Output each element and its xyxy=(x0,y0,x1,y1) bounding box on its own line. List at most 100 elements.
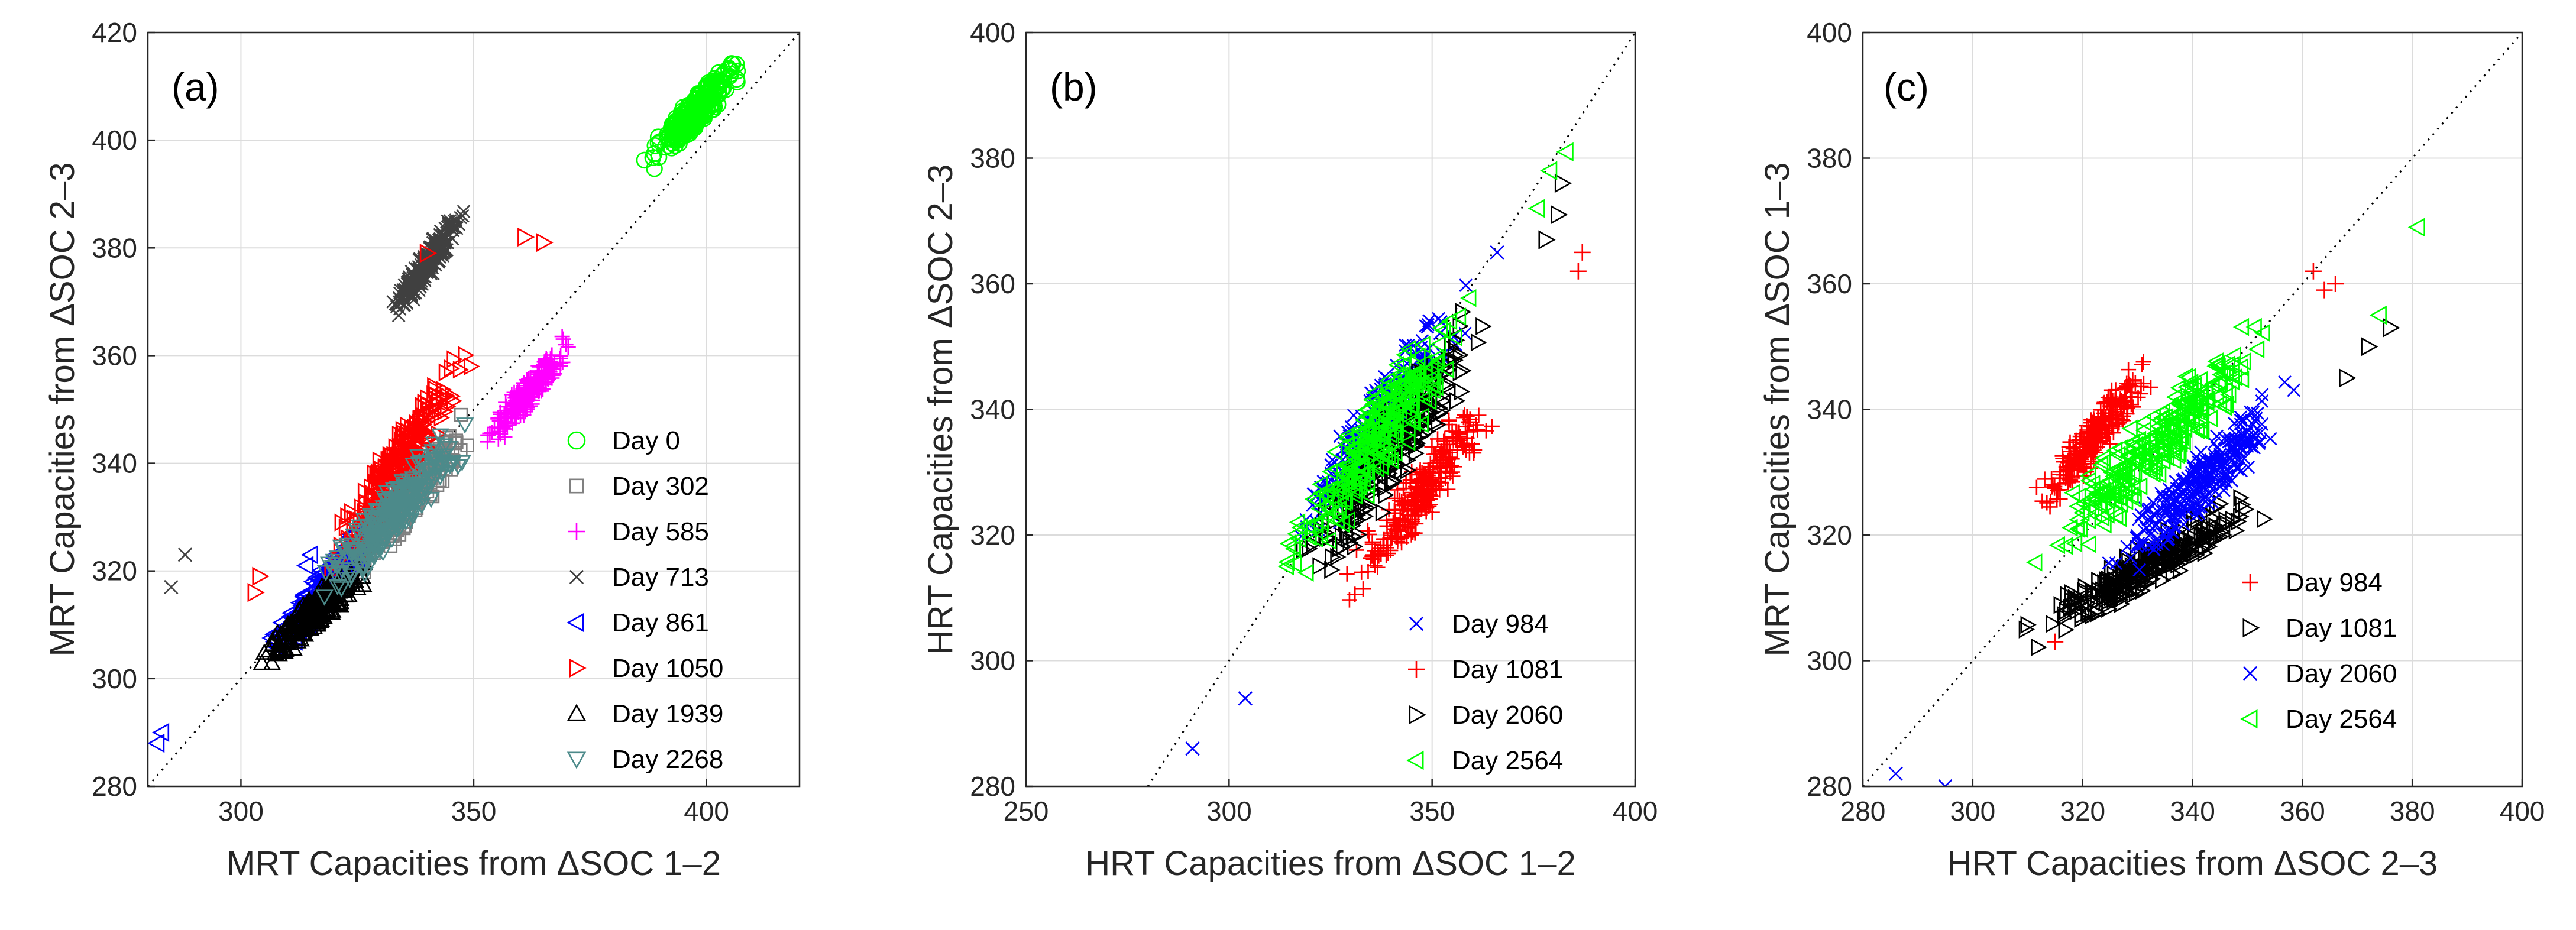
data-point xyxy=(2174,540,2191,559)
data-point xyxy=(2227,441,2241,455)
data-point xyxy=(298,604,317,620)
data-point xyxy=(2093,426,2109,442)
data-point xyxy=(1427,378,1444,396)
data-point xyxy=(1289,513,1306,532)
data-point xyxy=(1449,430,1465,446)
legend-entry: Day 2564 xyxy=(2240,705,2397,734)
data-point xyxy=(1438,360,1454,379)
data-point xyxy=(2183,543,2200,562)
data-point xyxy=(2161,490,2174,504)
legend-label: Day 861 xyxy=(612,608,709,637)
data-point xyxy=(444,456,462,473)
legend: Day 0 Day 302 Day 585 Day 713 Day 861 Day 105… xyxy=(567,426,723,774)
y-tick-label: 380 xyxy=(92,232,137,263)
data-point xyxy=(2287,383,2301,397)
data-point xyxy=(2107,506,2124,524)
data-point xyxy=(2216,526,2232,545)
data-point xyxy=(2186,498,2200,512)
data-point xyxy=(439,387,456,405)
data-point xyxy=(1355,581,1371,597)
data-point xyxy=(2154,413,2171,432)
data-point xyxy=(2062,519,2078,537)
legend-label: Day 2268 xyxy=(612,745,723,774)
x-tick-label: 280 xyxy=(1840,796,1886,827)
y-tick-label: 360 xyxy=(1807,268,1852,299)
data-point xyxy=(380,498,399,514)
data-point xyxy=(401,513,420,530)
data-point-outlier xyxy=(1551,205,1568,225)
data-point xyxy=(332,581,351,598)
data-point xyxy=(354,575,373,592)
data-point xyxy=(377,532,395,549)
data-point xyxy=(2121,362,2137,378)
data-point xyxy=(1397,496,1413,512)
data-point xyxy=(1367,390,1384,408)
data-point xyxy=(1428,348,1445,367)
data-point xyxy=(1429,335,1446,354)
series-day-0 xyxy=(636,55,746,177)
data-point xyxy=(2208,517,2225,536)
data-point xyxy=(2210,441,2224,455)
data-point xyxy=(1459,278,1473,292)
data-point xyxy=(1332,539,1348,558)
data-point xyxy=(1338,427,1355,445)
data-point xyxy=(390,492,409,509)
data-point xyxy=(1345,527,1363,546)
legend-entry: Day 2564 xyxy=(1406,746,1563,775)
legend-marker xyxy=(2242,574,2258,591)
data-point xyxy=(417,393,433,412)
data-point xyxy=(341,562,360,579)
data-point xyxy=(2144,527,2157,541)
data-point xyxy=(2174,432,2191,451)
legend-marker xyxy=(1409,705,1426,725)
data-point xyxy=(2118,569,2135,588)
y-tick-label: 320 xyxy=(92,556,137,586)
data-point xyxy=(434,464,452,481)
data-point xyxy=(2028,479,2044,495)
data-point xyxy=(2185,466,2199,479)
y-tick-label: 380 xyxy=(1807,143,1852,174)
data-point xyxy=(2218,514,2235,533)
data-point xyxy=(2191,411,2208,430)
data-point-outlier xyxy=(164,579,179,595)
data-point xyxy=(1312,513,1329,532)
data-point xyxy=(2155,560,2172,579)
data-point xyxy=(2094,449,2111,468)
data-point xyxy=(1378,371,1396,390)
data-point xyxy=(401,493,420,510)
data-point xyxy=(2196,461,2209,475)
data-point xyxy=(1363,550,1378,566)
data-point xyxy=(1354,469,1371,488)
data-point xyxy=(1341,592,1357,608)
data-point xyxy=(2193,526,2210,545)
data-point xyxy=(460,438,474,452)
y-tick-label: 380 xyxy=(970,143,1015,174)
data-point-outlier xyxy=(1490,245,1504,260)
data-point xyxy=(2164,438,2180,456)
series-day-2060 xyxy=(1888,375,2301,786)
data-point xyxy=(2146,455,2163,474)
data-point xyxy=(2052,482,2068,498)
panel-2: 250 300 350 400 280 300 320 340 360 380 400 HRT Cap… xyxy=(921,17,1658,883)
y-tick-label: 280 xyxy=(92,771,137,802)
data-point xyxy=(352,539,371,556)
data-point xyxy=(1405,524,1421,540)
data-point xyxy=(2248,340,2265,358)
data-point xyxy=(444,216,458,230)
legend-marker xyxy=(2240,709,2258,729)
data-point xyxy=(1361,427,1377,446)
data-point xyxy=(2133,378,2149,394)
data-point xyxy=(305,605,323,623)
data-point xyxy=(2233,507,2250,526)
data-point xyxy=(1383,431,1400,449)
data-point xyxy=(2026,553,2043,572)
data-point xyxy=(1358,400,1375,419)
data-point xyxy=(520,374,536,390)
data-point xyxy=(2084,475,2101,493)
data-point xyxy=(409,286,423,300)
data-point xyxy=(2099,394,2115,410)
legend-entry: Day 1081 xyxy=(1408,655,1563,684)
data-point xyxy=(1367,558,1383,573)
data-point xyxy=(1457,438,1473,453)
data-point xyxy=(276,640,295,657)
